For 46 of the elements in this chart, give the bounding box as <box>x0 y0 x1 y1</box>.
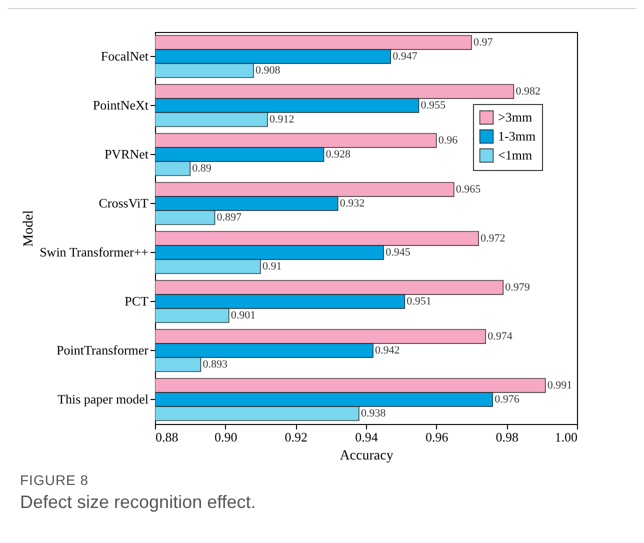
y-tick-label: PVRNet <box>104 146 149 162</box>
x-tick-label: 0.98 <box>496 430 519 444</box>
data-label: 0.947 <box>392 50 418 62</box>
x-tick-label: 0.88 <box>156 430 178 444</box>
y-tick-label: PointTransformer <box>56 342 150 358</box>
y-tick-label: CrossViT <box>98 196 149 210</box>
data-label: 0.928 <box>326 148 352 160</box>
data-label: 0.908 <box>255 64 281 77</box>
text: Defect size recognition effect. <box>20 491 257 513</box>
data-label: 0.982 <box>516 85 540 98</box>
y-tick-label: Swin Transformer++ <box>40 244 148 260</box>
legend-label: 1-3mm <box>498 128 536 144</box>
data-label: 0.932 <box>340 198 365 210</box>
data-label: 0.945 <box>386 246 411 258</box>
data-label: 0.912 <box>270 114 294 126</box>
x-tick-label: 0.96 <box>425 430 449 444</box>
y-tick-label: FocalNet <box>100 48 149 64</box>
y-tick-label: This paper model <box>58 392 149 406</box>
x-tick-label: 0.94 <box>355 430 378 444</box>
legend-label: >3mm <box>498 110 532 124</box>
data-label: 0.97 <box>474 36 494 48</box>
x-tick-label: 1.00 <box>554 430 578 444</box>
data-label: 0.942 <box>375 344 400 356</box>
data-label: 0.976 <box>494 394 520 406</box>
data-label: 0.901 <box>230 310 256 322</box>
caption: FIGURE 8 <box>20 471 90 490</box>
data-label: 0.938 <box>360 408 386 420</box>
y-tick-label: PCT <box>124 294 149 308</box>
y-tick-label: PointNeXt <box>92 98 149 112</box>
data-label: 0.991 <box>547 379 572 392</box>
data-label: 0.974 <box>488 330 513 342</box>
x-tick-label: 0.92 <box>284 430 308 444</box>
data-label: 0.972 <box>480 232 506 244</box>
data-label: 0.951 <box>406 296 432 308</box>
data-label: 0.955 <box>420 100 446 112</box>
data-label: 0.89 <box>192 162 212 175</box>
legend-label: <1mm <box>498 148 532 162</box>
data-label: 0.965 <box>456 183 482 196</box>
data-label: 0.979 <box>505 281 530 294</box>
data-label: 0.893 <box>202 358 228 371</box>
data-label: 0.96 <box>438 134 458 146</box>
x-tick-label: 0.90 <box>214 430 238 444</box>
y-axis-title: Model <box>21 210 36 247</box>
data-label: 0.91 <box>262 260 282 273</box>
x-axis-title: Accuracy <box>340 448 394 464</box>
data-label: 0.897 <box>216 212 242 224</box>
